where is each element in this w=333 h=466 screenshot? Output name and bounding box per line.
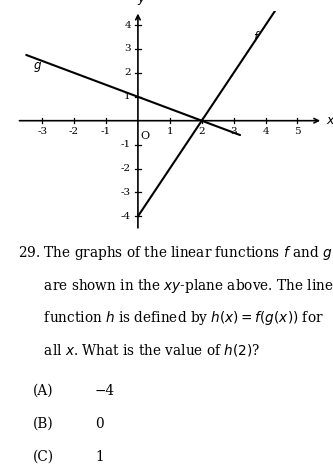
Text: -2: -2	[69, 127, 79, 137]
Text: 1: 1	[124, 92, 131, 101]
Text: function $h$ is defined by $h(x) = f(g(x))$ for: function $h$ is defined by $h(x) = f(g(x…	[18, 309, 324, 327]
Text: -1: -1	[101, 127, 111, 137]
Text: O: O	[141, 131, 150, 141]
Text: $g$: $g$	[33, 60, 42, 74]
Text: -4: -4	[121, 212, 131, 221]
Text: -3: -3	[121, 188, 131, 197]
Text: 4: 4	[124, 21, 131, 29]
Text: $x$: $x$	[326, 114, 333, 127]
Text: -2: -2	[121, 164, 131, 173]
Text: 2: 2	[124, 69, 131, 77]
Text: 5: 5	[294, 127, 301, 137]
Text: $f$: $f$	[253, 30, 260, 44]
Text: -1: -1	[121, 140, 131, 149]
Text: 4: 4	[262, 127, 269, 137]
Text: 1: 1	[166, 127, 173, 137]
Text: 3: 3	[124, 44, 131, 54]
Text: (C): (C)	[33, 450, 54, 464]
Text: 29. The graphs of the linear functions $f$ and $g$: 29. The graphs of the linear functions $…	[18, 244, 333, 262]
Text: (A): (A)	[33, 384, 54, 398]
Text: 1: 1	[95, 450, 104, 464]
Text: 2: 2	[198, 127, 205, 137]
Text: $y$: $y$	[137, 0, 147, 7]
Text: −4: −4	[95, 384, 115, 398]
Text: are shown in the $xy$-plane above. The linear: are shown in the $xy$-plane above. The l…	[18, 276, 333, 295]
Text: 0: 0	[95, 417, 104, 431]
Text: -3: -3	[37, 127, 47, 137]
Text: (B): (B)	[33, 417, 54, 431]
Text: all $x$. What is the value of $h(2)$?: all $x$. What is the value of $h(2)$?	[18, 342, 261, 358]
Text: 3: 3	[230, 127, 237, 137]
